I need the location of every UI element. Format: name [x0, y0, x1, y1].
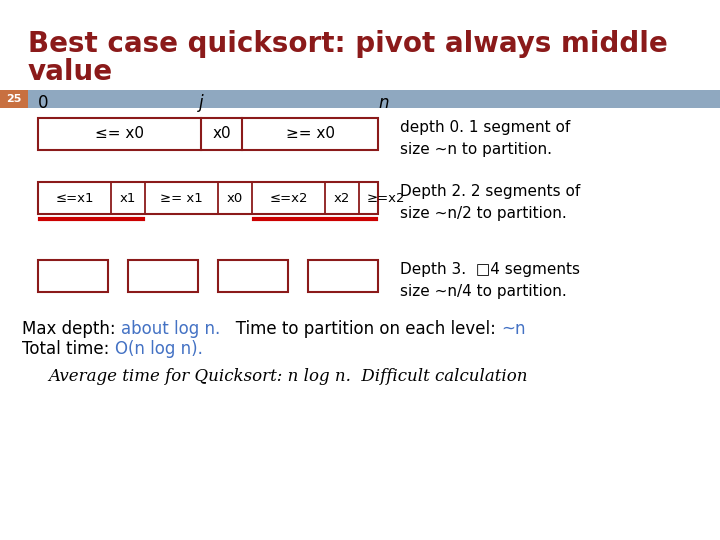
- Text: n: n: [378, 94, 389, 112]
- Text: Max depth:: Max depth:: [22, 320, 121, 338]
- Text: x0: x0: [212, 126, 231, 141]
- Text: O(n log n).: O(n log n).: [114, 340, 202, 358]
- Bar: [38, 260, 108, 292]
- Text: Time to partition on each level:: Time to partition on each level:: [220, 320, 501, 338]
- Text: ≤= x0: ≤= x0: [95, 126, 144, 141]
- Text: Total time:: Total time:: [22, 340, 114, 358]
- Text: ≤=x2: ≤=x2: [269, 192, 308, 205]
- Bar: [0, 90, 720, 108]
- Bar: [38, 118, 378, 150]
- Bar: [218, 260, 288, 292]
- Text: ≥= x0: ≥= x0: [286, 126, 335, 141]
- Text: x2: x2: [334, 192, 351, 205]
- Text: x1: x1: [120, 192, 136, 205]
- Text: value: value: [28, 58, 113, 86]
- Text: x0: x0: [227, 192, 243, 205]
- Text: j: j: [199, 94, 204, 112]
- Bar: [308, 260, 378, 292]
- Text: ≥= x1: ≥= x1: [161, 192, 203, 205]
- Text: depth 0. 1 segment of
size ~n to partition.: depth 0. 1 segment of size ~n to partiti…: [400, 120, 570, 157]
- Text: Average time for Quicksort: n log n.  Difficult calculation: Average time for Quicksort: n log n. Dif…: [48, 368, 528, 385]
- Text: Best case quicksort: pivot always middle: Best case quicksort: pivot always middle: [28, 30, 667, 58]
- Text: Depth 3.  □4 segments
size ~n/4 to partition.: Depth 3. □4 segments size ~n/4 to partit…: [400, 262, 580, 299]
- Text: 25: 25: [6, 94, 22, 104]
- Bar: [128, 260, 198, 292]
- Text: Depth 2. 2 segments of
size ~n/2 to partition.: Depth 2. 2 segments of size ~n/2 to part…: [400, 184, 580, 221]
- Text: ≤=x1: ≤=x1: [55, 192, 94, 205]
- Bar: [0, 90, 28, 108]
- Bar: [38, 182, 378, 214]
- Text: ~n: ~n: [501, 320, 526, 338]
- Text: 0: 0: [38, 94, 48, 112]
- Text: ≥=x2: ≥=x2: [366, 192, 405, 205]
- Text: about log n.: about log n.: [121, 320, 220, 338]
